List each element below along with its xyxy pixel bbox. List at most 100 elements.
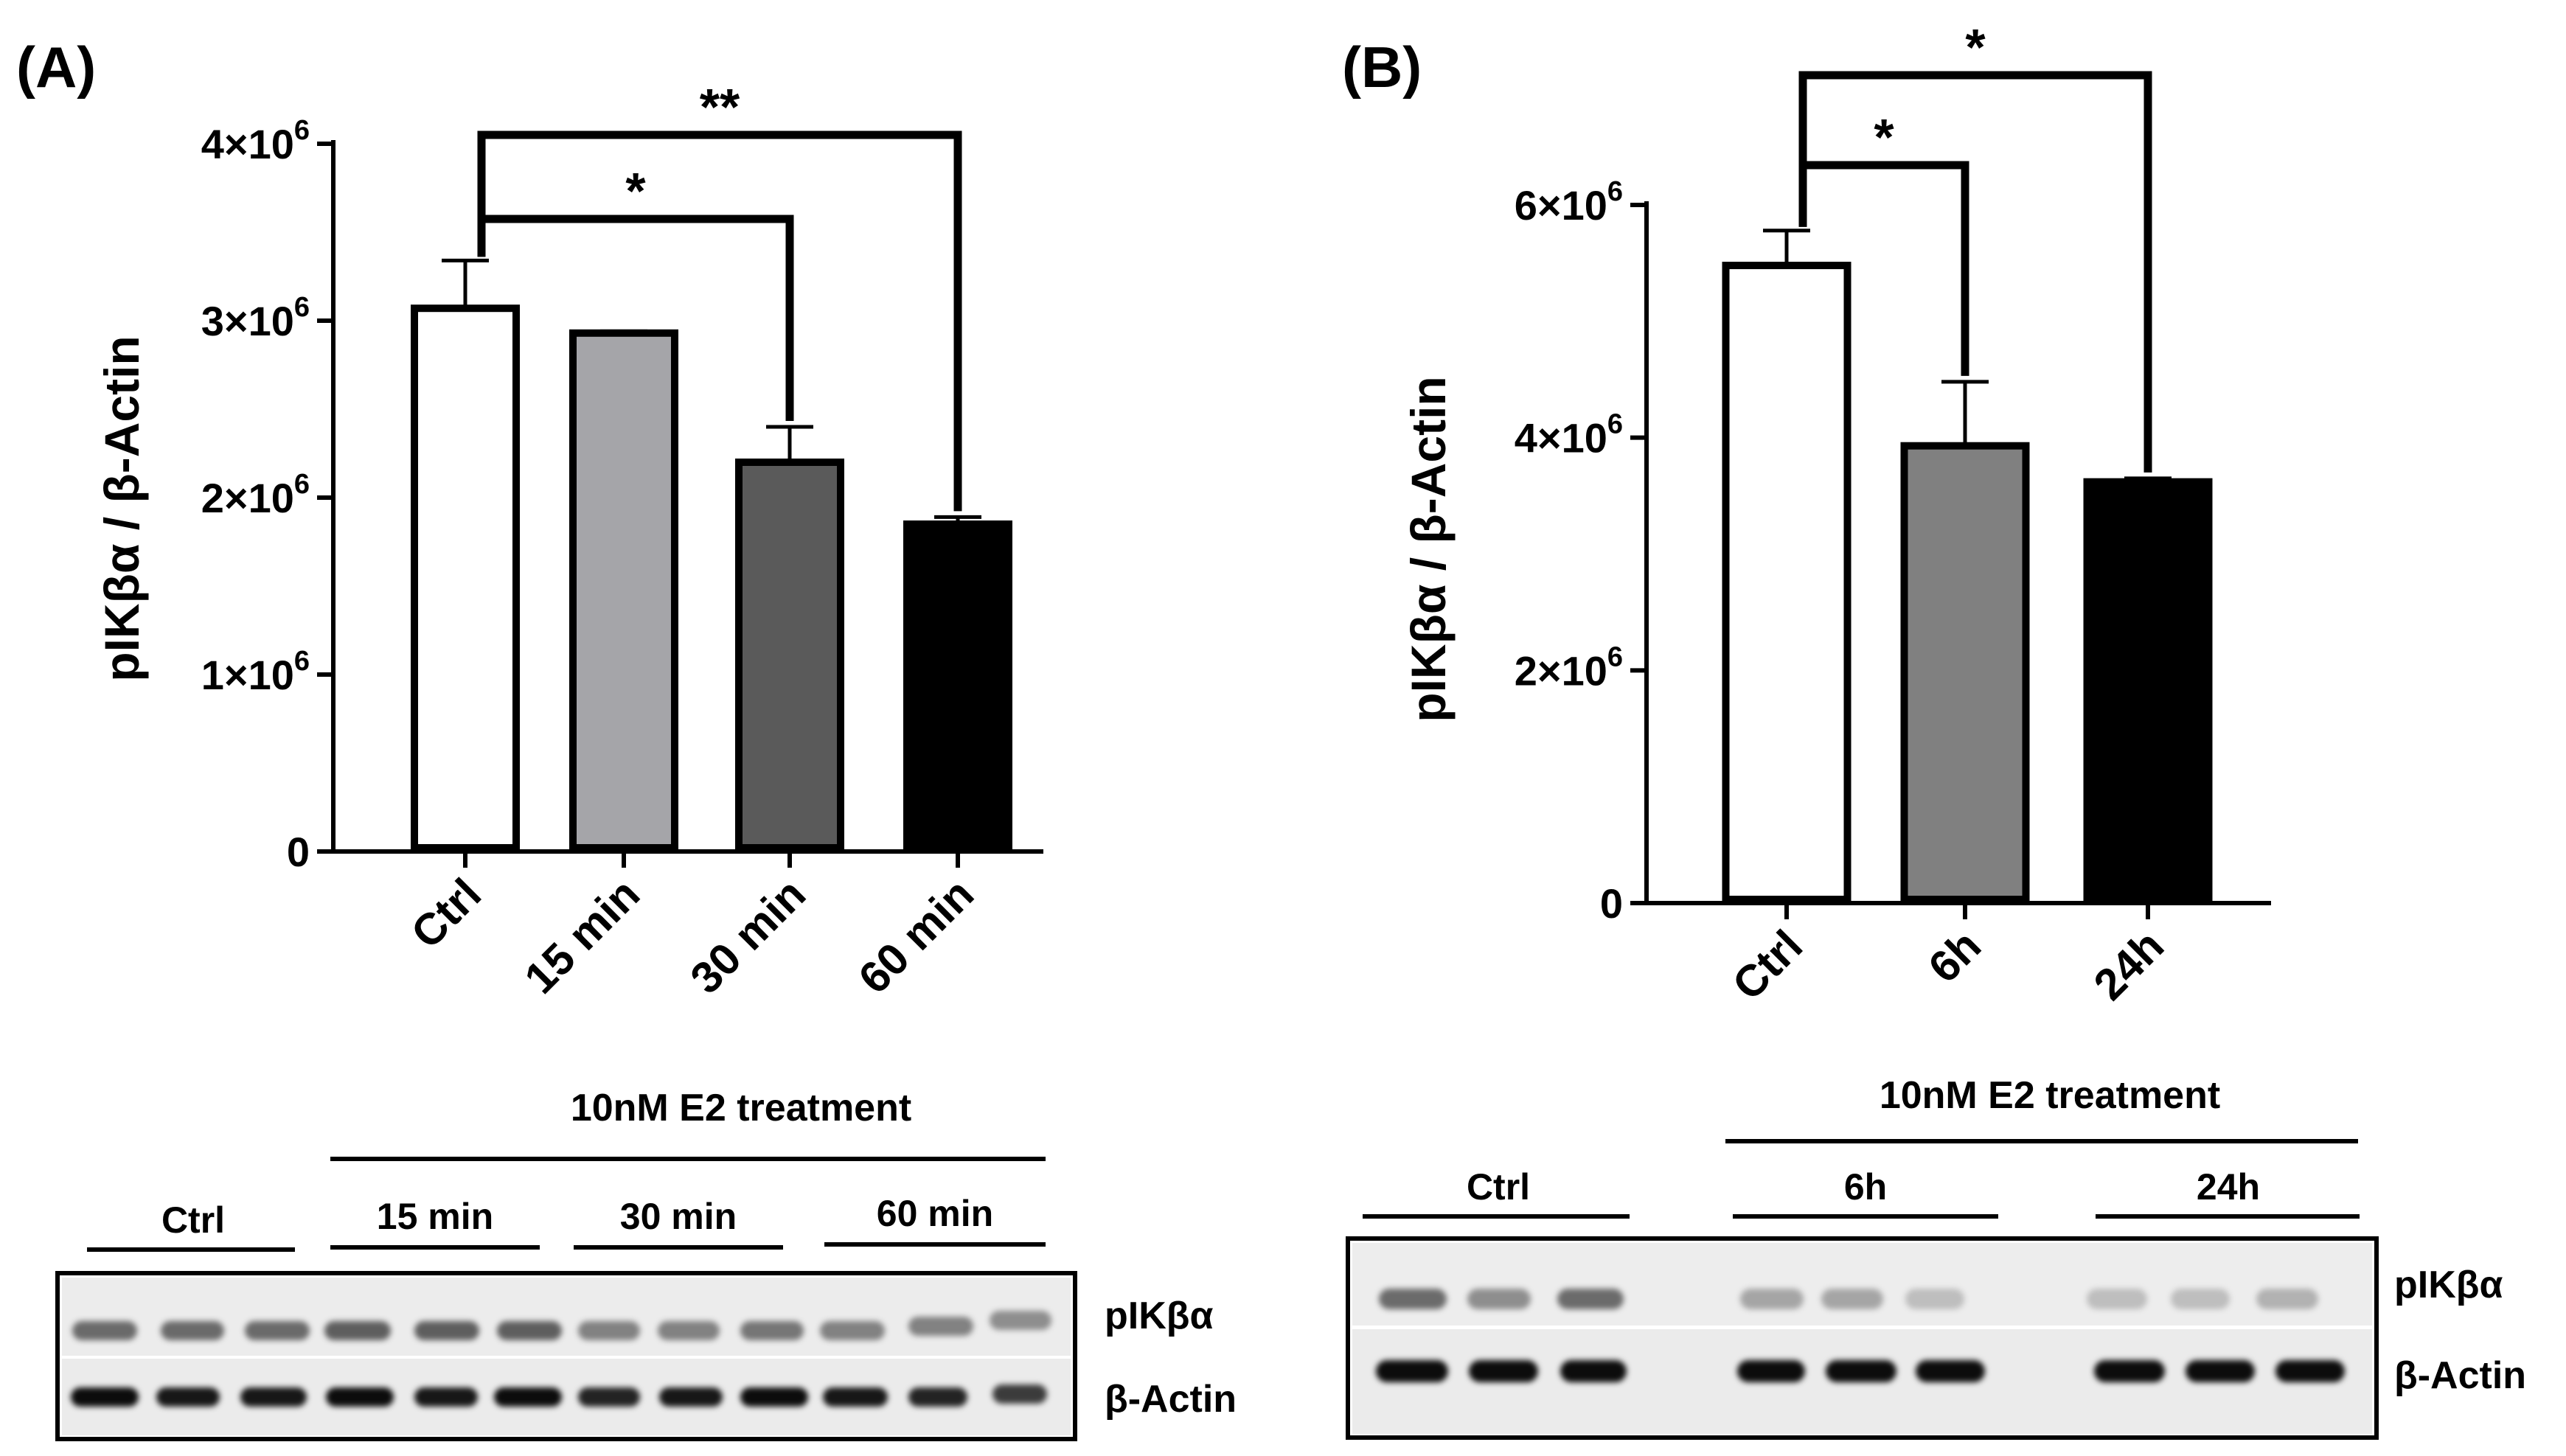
panel-a-band-pikba-5 [497, 1321, 562, 1340]
panel-b-band-actin-4 [1826, 1360, 1896, 1382]
panel-a-blot-group-60min: 60 min [877, 1193, 993, 1234]
panel-a-band-actin-6 [578, 1387, 640, 1407]
panel-a-blot-group-15min: 15 min [377, 1196, 493, 1237]
panel-a-band-actin-11 [992, 1384, 1047, 1404]
panel-a-y-tick-label-0: 0 [287, 829, 310, 875]
panel-b-band-pikba-5 [1905, 1289, 1964, 1309]
panel-b-band-pikba-6 [2087, 1289, 2147, 1309]
panel-a-y-tick-label-2: 2×106 [201, 469, 310, 521]
panel-b-band-actin-8 [2275, 1360, 2345, 1382]
panel-a-blot-group-30min: 30 min [620, 1196, 737, 1237]
panel-a-band-pikba-0 [72, 1321, 137, 1340]
panel-b-band-actin-0 [1376, 1360, 1448, 1382]
panel-b-label: (B) [1342, 35, 1422, 100]
panel-a-band-actin-4 [414, 1387, 478, 1407]
panel-a-x-tick-label-3: 60 min [849, 869, 983, 1003]
panel-b-band-actin-7 [2186, 1360, 2255, 1382]
panel-b-significance-label-0: * [1874, 108, 1894, 166]
panel-a-band-label-actin: β-Actin [1105, 1378, 1237, 1421]
panel-a-band-actin-7 [659, 1387, 723, 1407]
panel-b-band-pikba-8 [2256, 1289, 2318, 1309]
panel-b-x-tick-label-0: Ctrl [1723, 921, 1812, 1009]
panel-a-band-pikba-9 [820, 1321, 885, 1340]
panel-a-band-pikba-6 [578, 1321, 640, 1340]
panel-b-band-label-actin: β-Actin [2394, 1354, 2526, 1397]
panel-b-blot-membrane-top [1352, 1243, 2372, 1326]
panel-a-y-tick-label-3: 3×106 [201, 292, 310, 344]
panel-b-y-tick-label-0: 0 [1600, 880, 1623, 927]
panel-a-band-pikba-8 [740, 1321, 804, 1340]
panel-a-bar-2 [735, 459, 844, 851]
panel-b-y-axis-title: pIKβα / β-Actin [1401, 376, 1456, 722]
panel-b-significance-label-1: * [1965, 18, 1986, 76]
panel-b-significance-bracket-1 [1798, 71, 2152, 473]
panel-b-band-actin-3 [1737, 1360, 1805, 1382]
panel-a-y-axis-title: pIKβα / β-Actin [94, 335, 149, 681]
panel-b-plot: 0 2×106 4×106 6×106 Ctrl 6h 24h * * [1515, 18, 2271, 1009]
panel-a-y-tick-label-4: 4×106 [201, 115, 310, 167]
panel-a-bar-3 [903, 520, 1012, 851]
panel-a-plot: 0 1×106 2×106 3×106 4×106 Ctrl 15 min 30 min 60 … [201, 78, 1043, 1003]
panel-a-band-actin-0 [71, 1387, 139, 1407]
panel-b-y-tick-label-3: 6×106 [1515, 176, 1623, 229]
panel-b-blot-group-6h: 6h [1844, 1166, 1887, 1208]
panel-a-band-pikba-4 [414, 1321, 479, 1340]
panel-a-band-label-pikba: pIKβα [1105, 1295, 1214, 1337]
panel-a-band-pikba-3 [324, 1321, 391, 1340]
panel-a-x-tick-label-1: 15 min [515, 869, 649, 1003]
panel-b-bar-0 [1722, 262, 1852, 904]
panel-a-blot-membrane-bottom [62, 1359, 1071, 1435]
panel-a-band-actin-8 [740, 1387, 808, 1407]
panel-b-blot-group-ctrl: Ctrl [1467, 1166, 1530, 1208]
panel-b-x-tick-label-2: 24h [2085, 921, 2173, 1009]
panel-b: (B) pIKβα / β-Actin 0 2×106 4×106 6×106 Ctrl… [1342, 18, 2526, 1440]
panel-b-band-actin-1 [1469, 1360, 1538, 1382]
panel-a-band-actin-5 [494, 1387, 562, 1407]
panel-b-bar-1 [1900, 442, 2030, 903]
panel-a-x-tick-label-2: 30 min [681, 869, 815, 1003]
panel-b-blot-group-24h: 24h [2197, 1166, 2260, 1208]
panel-a-bar-1 [569, 329, 678, 851]
panel-a-band-pikba-2 [245, 1321, 310, 1340]
panel-a-band-actin-3 [326, 1387, 394, 1407]
panel-a-band-pikba-1 [161, 1321, 224, 1340]
panel-a-blot-bands [71, 1311, 1051, 1407]
panel-a-band-actin-1 [156, 1387, 220, 1407]
panel-b-band-pikba-1 [1467, 1289, 1531, 1309]
panel-b-y-axis-title-group: pIKβα / β-Actin [1401, 376, 1456, 722]
panel-a-x-tick-label-0: Ctrl [402, 869, 490, 958]
panel-a-significance-label-0: * [625, 162, 646, 220]
panel-a-bar-0 [411, 304, 520, 851]
panel-a-blot-group-ctrl: Ctrl [161, 1199, 225, 1241]
panel-a-band-pikba-7 [658, 1321, 720, 1340]
panel-a-band-actin-2 [240, 1387, 307, 1407]
panel-a-significance-label-1: ** [700, 78, 740, 136]
panel-a-treatment-label: 10nM E2 treatment [571, 1087, 911, 1129]
panel-a-band-actin-10 [908, 1387, 967, 1407]
panel-a-significance-bracket-1 [477, 130, 962, 512]
panel-b-bar-2 [2083, 478, 2213, 903]
panel-a-band-actin-9 [823, 1387, 888, 1407]
panel-b-band-pikba-2 [1557, 1289, 1624, 1309]
panel-b-band-actin-5 [1916, 1360, 1985, 1382]
panel-b-y-tick-label-1: 2×106 [1515, 641, 1623, 694]
panel-b-band-actin-2 [1560, 1360, 1627, 1382]
panel-b-y-tick-label-2: 4×106 [1515, 409, 1623, 461]
panel-a-band-pikba-10 [908, 1317, 973, 1336]
panel-a-y-axis-title-group: pIKβα / β-Actin [94, 335, 149, 681]
panel-a-blot: 10nM E2 treatment Ctrl 15 min 30 min 60 … [55, 1087, 1237, 1441]
panel-a-y-tick-label-1: 1×106 [201, 646, 310, 698]
panel-b-band-actin-6 [2094, 1360, 2165, 1382]
panel-b-blot-bands [1376, 1289, 2345, 1382]
panel-b-x-tick-label-1: 6h [1919, 921, 1990, 992]
panel-b-treatment-label: 10nM E2 treatment [1880, 1074, 2220, 1117]
panel-b-band-pikba-4 [1821, 1289, 1883, 1309]
panel-a: (A) pIKβα / β-Actin 0 1×106 2×106 3×106 4×10… [16, 35, 1237, 1441]
panel-a-band-pikba-11 [990, 1311, 1051, 1330]
panel-a-label: (A) [16, 35, 96, 100]
panel-b-band-pikba-0 [1379, 1289, 1447, 1309]
panel-b-band-pikba-3 [1740, 1289, 1804, 1309]
panel-b-blot: 10nM E2 treatment Ctrl 6h 24h pIKβα β-Ac… [1346, 1074, 2526, 1440]
panel-b-band-pikba-7 [2171, 1289, 2230, 1309]
